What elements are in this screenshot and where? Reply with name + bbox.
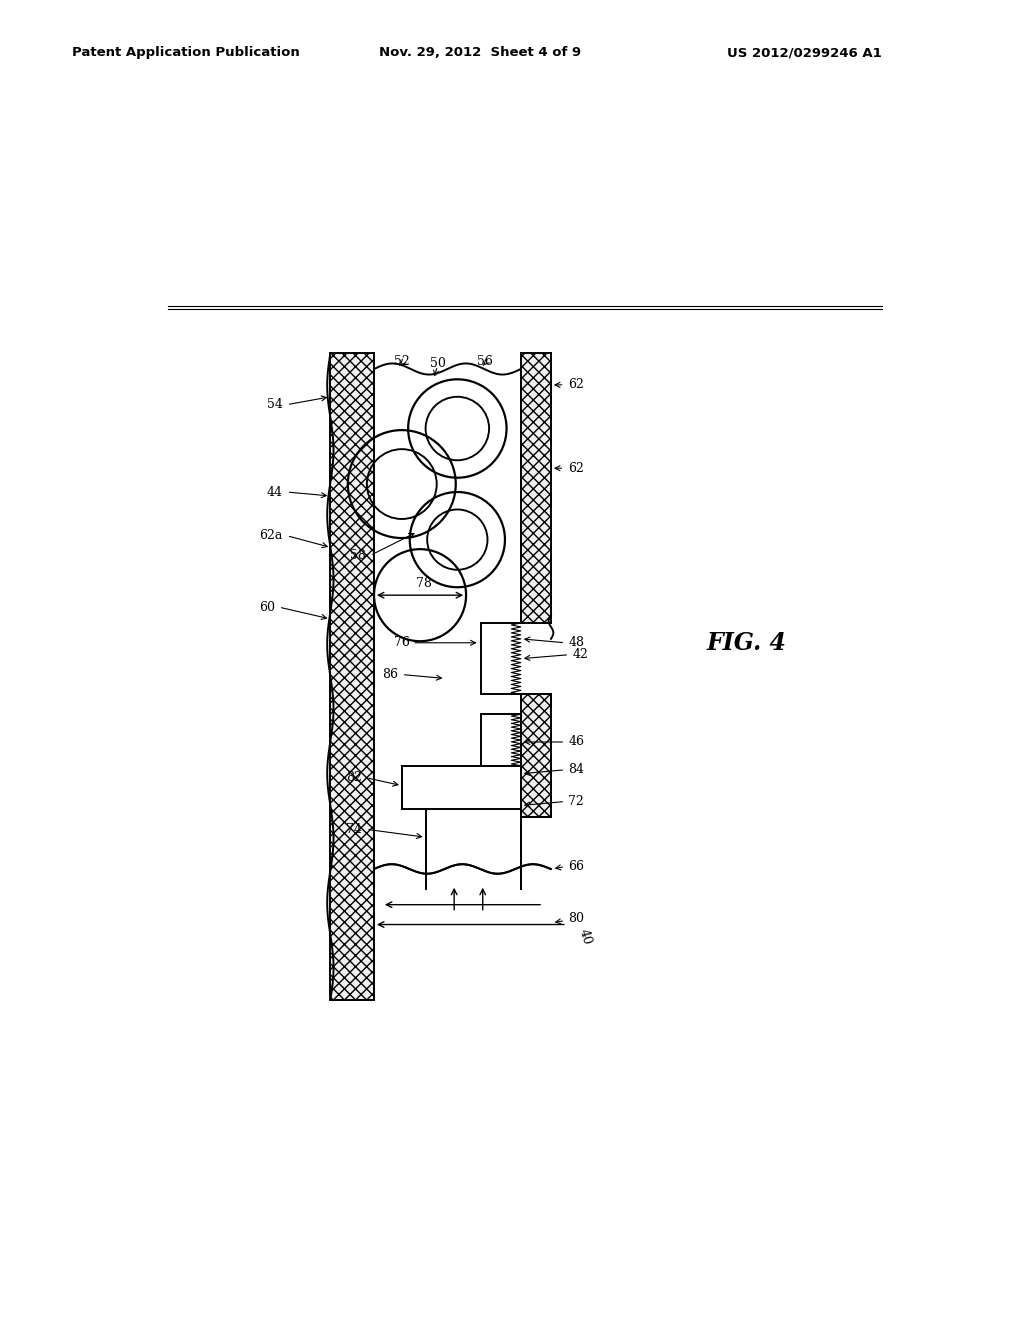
Text: 56: 56 xyxy=(477,355,494,367)
Bar xyxy=(331,354,374,1001)
Text: 46: 46 xyxy=(568,735,585,748)
Text: 52: 52 xyxy=(394,355,410,367)
Text: 42: 42 xyxy=(572,648,589,661)
Text: 84: 84 xyxy=(568,763,585,776)
Text: 80: 80 xyxy=(568,912,585,925)
Bar xyxy=(521,694,551,817)
Text: 54: 54 xyxy=(267,399,283,412)
Text: 76: 76 xyxy=(394,636,410,649)
Text: 66: 66 xyxy=(568,861,585,873)
Text: 60: 60 xyxy=(259,601,274,614)
Text: 40: 40 xyxy=(577,927,593,946)
Text: 82: 82 xyxy=(346,771,362,784)
Text: 78: 78 xyxy=(416,577,432,590)
Text: FIG. 4: FIG. 4 xyxy=(707,631,787,655)
Text: 58: 58 xyxy=(350,549,367,562)
Text: 48: 48 xyxy=(568,636,585,649)
Text: 62: 62 xyxy=(568,462,585,475)
Bar xyxy=(521,354,551,623)
Text: 74: 74 xyxy=(346,822,362,836)
Text: 62: 62 xyxy=(568,379,585,391)
Text: Nov. 29, 2012  Sheet 4 of 9: Nov. 29, 2012 Sheet 4 of 9 xyxy=(379,46,581,59)
Text: 44: 44 xyxy=(266,486,283,499)
Text: 50: 50 xyxy=(429,356,445,370)
Text: US 2012/0299246 A1: US 2012/0299246 A1 xyxy=(727,46,882,59)
Bar xyxy=(521,354,551,623)
Text: 72: 72 xyxy=(568,795,585,808)
Text: 86: 86 xyxy=(382,668,397,681)
Text: Patent Application Publication: Patent Application Publication xyxy=(72,46,299,59)
Text: 62a: 62a xyxy=(259,529,283,543)
Bar xyxy=(331,354,374,1001)
Bar xyxy=(521,694,551,817)
